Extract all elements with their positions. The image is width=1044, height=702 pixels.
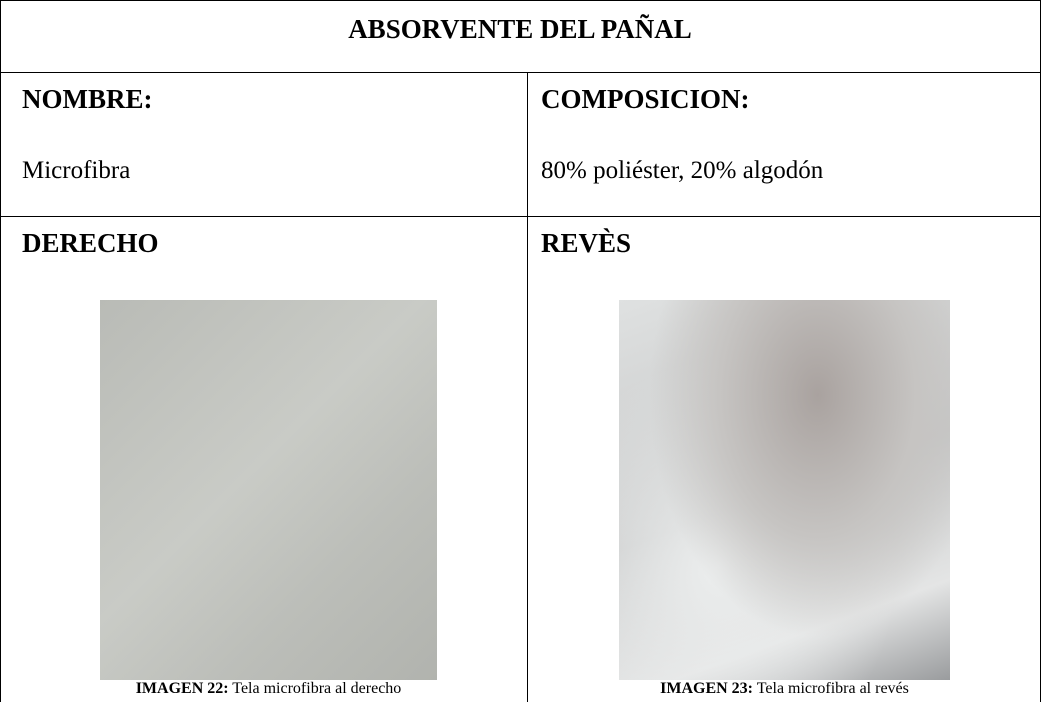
cell-label: COMPOSICION: <box>541 84 750 114</box>
border <box>0 0 1041 1</box>
photo <box>619 300 950 680</box>
caption-label: IMAGEN 22: <box>135 680 229 697</box>
cell-value: Microfibra <box>22 157 131 184</box>
border <box>1040 0 1041 702</box>
caption-text: Tela microfibra al revés <box>756 680 909 697</box>
caption: IMAGEN 22: Tela microfibra al derecho <box>60 680 477 698</box>
table-title: ABSORVENTE DEL PAÑAL <box>348 14 692 44</box>
photo <box>100 300 437 680</box>
border <box>0 72 1041 73</box>
border <box>527 72 528 702</box>
cell-value: 80% poliéster, 20% algodón <box>541 157 824 184</box>
cell-label: NOMBRE: <box>22 84 153 114</box>
caption-text: Tela microfibra al derecho <box>232 680 402 697</box>
border <box>0 0 1 702</box>
cell-label: REVÈS <box>541 228 632 258</box>
cell-label: DERECHO <box>22 228 159 258</box>
caption-label: IMAGEN 23: <box>660 680 754 697</box>
caption: IMAGEN 23: Tela microfibra al revés <box>579 680 990 698</box>
border <box>0 216 1041 217</box>
